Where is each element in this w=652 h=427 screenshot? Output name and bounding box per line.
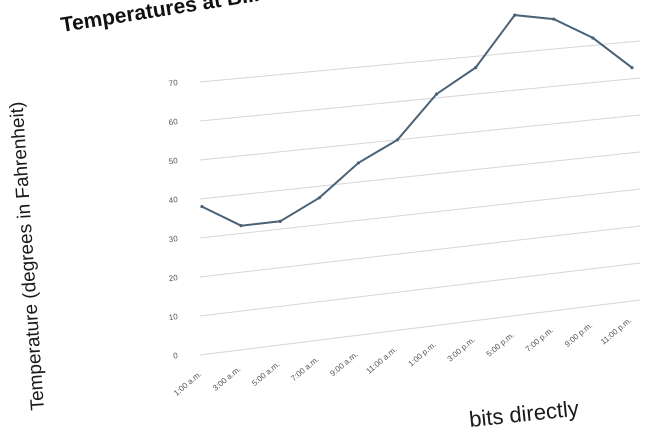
x-tick-label: 9:00 a.m.: [328, 350, 359, 378]
data-point: [474, 66, 478, 70]
gridline: [199, 225, 641, 278]
y-tick-label: 60: [168, 117, 179, 127]
x-axis-ticks: 1:00 a.m. 3:00 a.m. 5:00 a.m. 7:00 a.m. 9:00…: [172, 316, 633, 398]
x-tick-label: 9:00 p.m.: [563, 321, 594, 349]
data-point: [278, 219, 282, 223]
data-point: [200, 204, 204, 209]
gridlines: [199, 40, 641, 356]
x-tick-label: 3:00 p.m.: [446, 335, 477, 363]
y-tick-label: 0: [173, 351, 179, 361]
x-tick-label: 5:00 a.m.: [250, 360, 281, 388]
data-point: [513, 13, 517, 17]
gridline: [199, 151, 641, 200]
gridline: [199, 77, 641, 122]
data-point: [630, 66, 634, 70]
y-axis-ticks: 0 10 20 30 40 50 60 70: [168, 78, 179, 361]
x-tick-label: 11:00 p.m.: [599, 316, 633, 347]
y-tick-label: 10: [168, 312, 179, 322]
series: [200, 13, 634, 228]
gridline: [199, 114, 641, 161]
x-tick-label: 1:00 p.m.: [406, 340, 437, 368]
data-point: [239, 224, 243, 228]
x-tick-label: 7:00 a.m.: [289, 355, 320, 383]
gridline: [199, 40, 641, 83]
data-point: [356, 161, 360, 165]
y-tick-label: 70: [168, 78, 179, 88]
series-line: [201, 14, 633, 227]
y-tick-label: 50: [168, 156, 179, 166]
x-tick-label: 7:00 p.m.: [524, 325, 555, 353]
x-tick-label: 3:00 a.m.: [211, 365, 242, 393]
y-tick-label: 40: [168, 195, 179, 205]
x-tick-label: 1:00 a.m.: [172, 369, 203, 397]
y-axis-title: Temperature (degrees in Fahrenheit): [6, 101, 49, 411]
gridline: [199, 262, 641, 317]
gridline: [199, 299, 641, 356]
data-point: [552, 17, 556, 21]
chart-title: Temperatures at B...: [59, 0, 260, 37]
x-tick-label: 5:00 p.m.: [485, 330, 516, 358]
data-point: [395, 138, 400, 142]
y-tick-label: 30: [168, 234, 179, 244]
caption-text: bits directly: [468, 396, 580, 427]
data-point: [317, 196, 321, 200]
y-tick-label: 20: [168, 273, 179, 283]
gridline: [199, 188, 641, 239]
x-tick-label: 11:00 a.m.: [364, 345, 398, 376]
data-point: [434, 92, 439, 96]
data-point: [591, 36, 595, 40]
